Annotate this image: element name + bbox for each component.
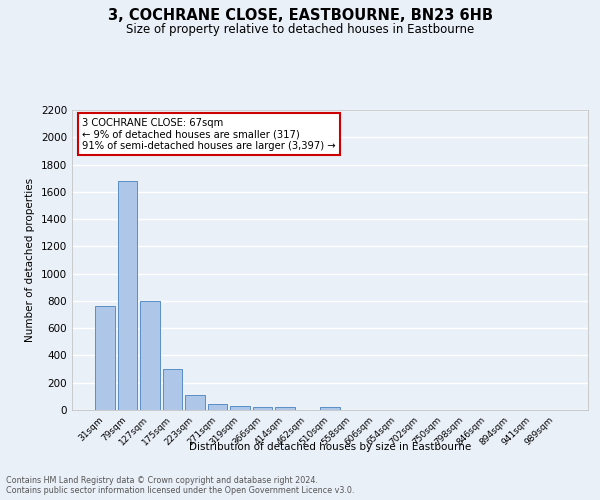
- Bar: [118, 181, 137, 410]
- Bar: [230, 406, 250, 410]
- Text: Size of property relative to detached houses in Eastbourne: Size of property relative to detached ho…: [126, 22, 474, 36]
- Bar: [253, 406, 272, 410]
- Text: Contains HM Land Registry data © Crown copyright and database right 2024.
Contai: Contains HM Land Registry data © Crown c…: [6, 476, 355, 495]
- Text: 3 COCHRANE CLOSE: 67sqm
← 9% of detached houses are smaller (317)
91% of semi-de: 3 COCHRANE CLOSE: 67sqm ← 9% of detached…: [82, 118, 336, 150]
- Bar: [140, 301, 160, 410]
- Y-axis label: Number of detached properties: Number of detached properties: [25, 178, 35, 342]
- Bar: [208, 404, 227, 410]
- Bar: [275, 408, 295, 410]
- Bar: [95, 306, 115, 410]
- Bar: [320, 406, 340, 410]
- Bar: [185, 395, 205, 410]
- Bar: [163, 369, 182, 410]
- Text: 3, COCHRANE CLOSE, EASTBOURNE, BN23 6HB: 3, COCHRANE CLOSE, EASTBOURNE, BN23 6HB: [107, 8, 493, 22]
- Text: Distribution of detached houses by size in Eastbourne: Distribution of detached houses by size …: [189, 442, 471, 452]
